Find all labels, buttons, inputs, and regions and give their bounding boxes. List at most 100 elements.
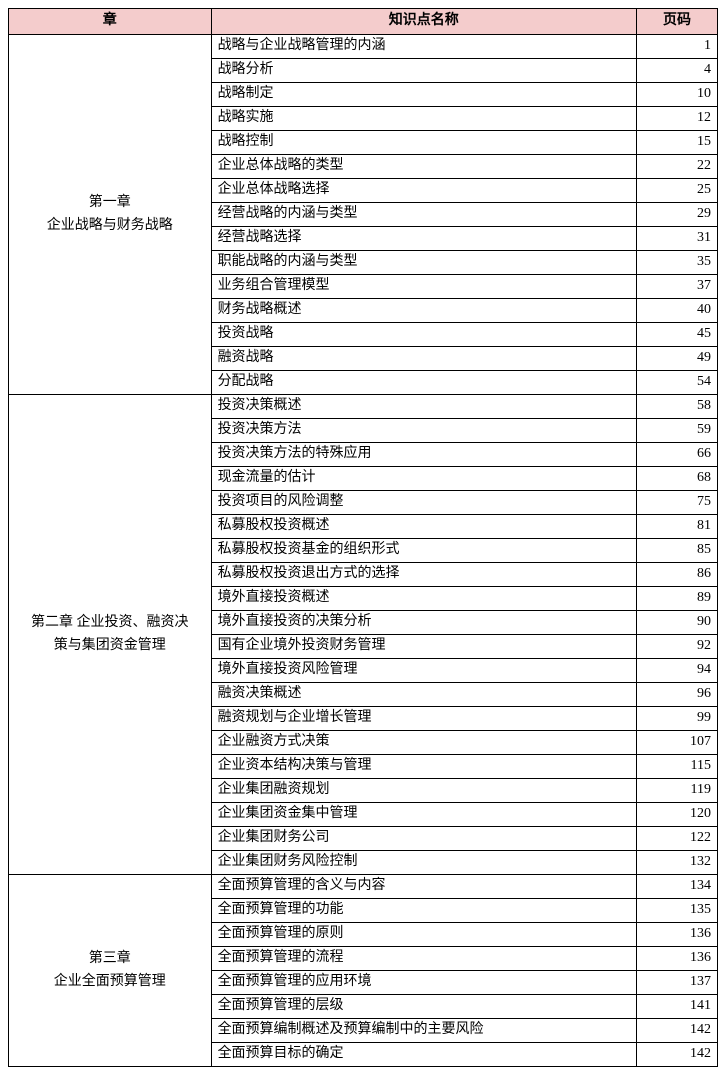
page-cell: 49	[636, 347, 717, 371]
chapter-title-line2: 企业战略与财务战略	[15, 215, 205, 237]
page-cell: 31	[636, 227, 717, 251]
page-cell: 40	[636, 299, 717, 323]
page-cell: 54	[636, 371, 717, 395]
page-cell: 1	[636, 35, 717, 59]
header-chapter: 章	[9, 9, 212, 35]
topic-cell: 全面预算目标的确定	[211, 1043, 636, 1067]
topic-cell: 业务组合管理模型	[211, 275, 636, 299]
topic-cell: 投资决策方法	[211, 419, 636, 443]
topic-cell: 投资决策方法的特殊应用	[211, 443, 636, 467]
chapter-title-line1: 第三章	[15, 948, 205, 970]
topic-cell: 融资规划与企业增长管理	[211, 707, 636, 731]
topic-cell: 全面预算管理的含义与内容	[211, 875, 636, 899]
topic-cell: 全面预算编制概述及预算编制中的主要风险	[211, 1019, 636, 1043]
page-cell: 136	[636, 923, 717, 947]
topic-cell: 企业资本结构决策与管理	[211, 755, 636, 779]
topic-cell: 职能战略的内涵与类型	[211, 251, 636, 275]
page-cell: 92	[636, 635, 717, 659]
header-page: 页码	[636, 9, 717, 35]
page-cell: 58	[636, 395, 717, 419]
page-cell: 134	[636, 875, 717, 899]
chapter-title: 第一章企业战略与财务战略	[9, 35, 212, 395]
page-cell: 137	[636, 971, 717, 995]
chapter-title-line2: 企业全面预算管理	[15, 971, 205, 993]
topic-cell: 企业总体战略选择	[211, 179, 636, 203]
chapter-title-line2: 策与集团资金管理	[15, 635, 205, 657]
page-cell: 45	[636, 323, 717, 347]
page-cell: 15	[636, 131, 717, 155]
page-cell: 86	[636, 563, 717, 587]
topic-cell: 境外直接投资的决策分析	[211, 611, 636, 635]
topic-cell: 经营战略选择	[211, 227, 636, 251]
header-topic: 知识点名称	[211, 9, 636, 35]
page-cell: 37	[636, 275, 717, 299]
topic-cell: 经营战略的内涵与类型	[211, 203, 636, 227]
page-cell: 75	[636, 491, 717, 515]
topic-cell: 融资战略	[211, 347, 636, 371]
page-cell: 94	[636, 659, 717, 683]
topic-cell: 企业集团财务风险控制	[211, 851, 636, 875]
topic-cell: 投资战略	[211, 323, 636, 347]
chapter-title-line1: 第一章	[15, 192, 205, 214]
page-cell: 141	[636, 995, 717, 1019]
topic-cell: 投资决策概述	[211, 395, 636, 419]
page-cell: 122	[636, 827, 717, 851]
page-cell: 81	[636, 515, 717, 539]
topic-cell: 全面预算管理的应用环境	[211, 971, 636, 995]
page-cell: 132	[636, 851, 717, 875]
topic-cell: 投资项目的风险调整	[211, 491, 636, 515]
page-cell: 59	[636, 419, 717, 443]
page-cell: 29	[636, 203, 717, 227]
topic-cell: 私募股权投资基金的组织形式	[211, 539, 636, 563]
topic-cell: 全面预算管理的层级	[211, 995, 636, 1019]
page-cell: 89	[636, 587, 717, 611]
table-row: 第二章 企业投资、融资决策与集团资金管理投资决策概述58	[9, 395, 718, 419]
page-cell: 135	[636, 899, 717, 923]
page-cell: 66	[636, 443, 717, 467]
topic-cell: 现金流量的估计	[211, 467, 636, 491]
page-cell: 68	[636, 467, 717, 491]
topic-cell: 全面预算管理的功能	[211, 899, 636, 923]
page-cell: 85	[636, 539, 717, 563]
table-row: 第一章企业战略与财务战略战略与企业战略管理的内涵1	[9, 35, 718, 59]
topic-cell: 战略控制	[211, 131, 636, 155]
page-cell: 142	[636, 1043, 717, 1067]
topic-cell: 私募股权投资概述	[211, 515, 636, 539]
page-cell: 99	[636, 707, 717, 731]
page-cell: 4	[636, 59, 717, 83]
topic-cell: 私募股权投资退出方式的选择	[211, 563, 636, 587]
page-cell: 107	[636, 731, 717, 755]
page-cell: 119	[636, 779, 717, 803]
topic-cell: 战略分析	[211, 59, 636, 83]
page-cell: 96	[636, 683, 717, 707]
topic-cell: 全面预算管理的流程	[211, 947, 636, 971]
toc-table: 章 知识点名称 页码 第一章企业战略与财务战略战略与企业战略管理的内涵1战略分析…	[8, 8, 718, 1067]
topic-cell: 境外直接投资风险管理	[211, 659, 636, 683]
topic-cell: 分配战略	[211, 371, 636, 395]
topic-cell: 财务战略概述	[211, 299, 636, 323]
topic-cell: 战略制定	[211, 83, 636, 107]
topic-cell: 境外直接投资概述	[211, 587, 636, 611]
page-cell: 120	[636, 803, 717, 827]
chapter-title: 第二章 企业投资、融资决策与集团资金管理	[9, 395, 212, 875]
topic-cell: 企业总体战略的类型	[211, 155, 636, 179]
page-cell: 22	[636, 155, 717, 179]
topic-cell: 企业集团融资规划	[211, 779, 636, 803]
page-cell: 12	[636, 107, 717, 131]
chapter-title: 第三章企业全面预算管理	[9, 875, 212, 1067]
topic-cell: 企业融资方式决策	[211, 731, 636, 755]
topic-cell: 国有企业境外投资财务管理	[211, 635, 636, 659]
page-cell: 115	[636, 755, 717, 779]
page-cell: 142	[636, 1019, 717, 1043]
page-cell: 136	[636, 947, 717, 971]
page-cell: 35	[636, 251, 717, 275]
page-cell: 25	[636, 179, 717, 203]
topic-cell: 企业集团资金集中管理	[211, 803, 636, 827]
table-row: 第三章企业全面预算管理全面预算管理的含义与内容134	[9, 875, 718, 899]
topic-cell: 战略与企业战略管理的内涵	[211, 35, 636, 59]
page-cell: 90	[636, 611, 717, 635]
topic-cell: 企业集团财务公司	[211, 827, 636, 851]
topic-cell: 战略实施	[211, 107, 636, 131]
topic-cell: 融资决策概述	[211, 683, 636, 707]
header-row: 章 知识点名称 页码	[9, 9, 718, 35]
